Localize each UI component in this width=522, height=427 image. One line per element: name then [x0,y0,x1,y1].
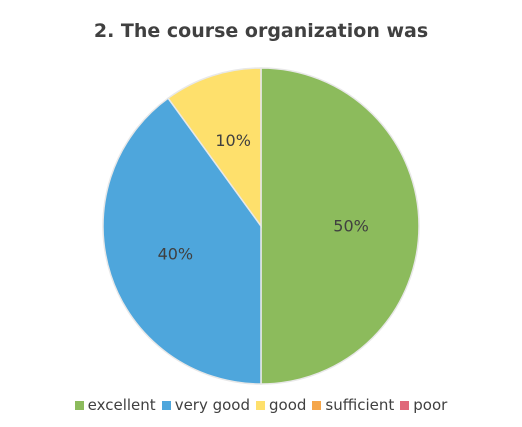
legend-entry-good: good [256,396,306,414]
legend-swatch [161,400,171,410]
legend-swatch [400,400,410,410]
legend-entry-poor: poor [400,396,447,414]
pie-slice-good [167,67,262,229]
legend-swatch [312,400,322,410]
legend-swatch [256,400,266,410]
data-label-good: 10% [215,131,251,150]
data-label-excellent: 50% [333,217,369,236]
legend-entry-very-good: very good [161,396,251,414]
pie-slice-excellent [260,67,420,385]
legend-entry-excellent: excellent [74,396,156,414]
legend-label: very good [174,396,251,414]
legend-swatch [74,400,84,410]
data-label-very-good: 40% [158,244,194,263]
pie-slice-very-good [102,97,262,385]
chart-title: 2. The course organization was [93,20,429,42]
legend-entry-sufficient: sufficient [312,396,394,414]
legend-label: good [269,396,307,414]
pie-chart: 50% 40% 10% [102,67,420,385]
legend-label: excellent [87,396,156,414]
legend-label: poor [413,396,448,414]
legend: excellent very good good sufficient poor [0,396,522,414]
legend-label: sufficient [325,396,395,414]
